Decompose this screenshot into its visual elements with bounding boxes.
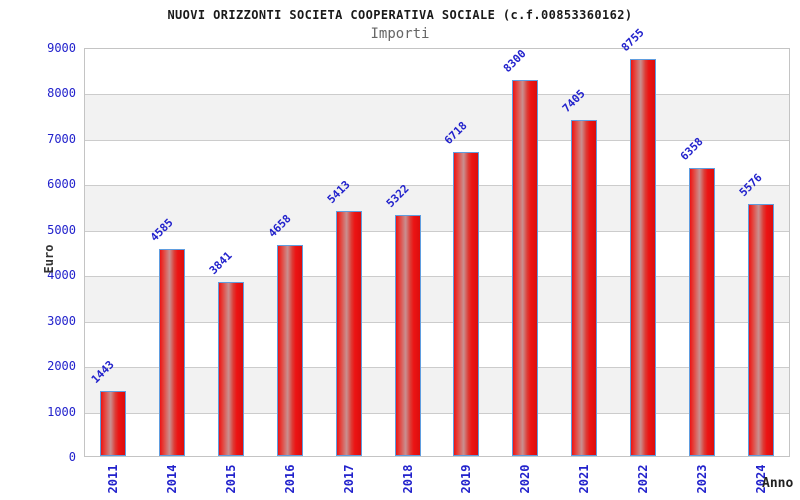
y-tick-label: 7000 xyxy=(47,131,76,146)
bar-2021 xyxy=(571,120,597,456)
bar-2016 xyxy=(277,245,303,456)
y-tick-label: 4000 xyxy=(47,268,76,283)
gridline xyxy=(85,185,789,186)
bar-2019 xyxy=(453,152,479,456)
gridline xyxy=(85,231,789,232)
plot-band xyxy=(85,231,789,276)
y-tick-label: 8000 xyxy=(47,86,76,101)
gridline xyxy=(85,276,789,277)
chart-title: NUOVI ORIZZONTI SOCIETA COOPERATIVA SOCI… xyxy=(167,8,633,22)
x-tick-label: 2020 xyxy=(518,464,532,494)
x-tick-label: 2017 xyxy=(342,464,356,494)
gridline xyxy=(85,94,789,95)
bar-2015 xyxy=(218,282,244,456)
gridline xyxy=(85,140,789,141)
plot-band xyxy=(85,276,789,322)
y-tick-label: 3000 xyxy=(47,313,76,328)
plot-band xyxy=(85,413,789,458)
bar-2011 xyxy=(100,391,126,456)
plot-band xyxy=(85,322,789,367)
plot-band xyxy=(85,185,789,231)
bar-2024 xyxy=(748,204,774,456)
y-tick-label: 2000 xyxy=(47,359,76,374)
x-tick-label: 2022 xyxy=(636,464,650,494)
x-tick-label: 2016 xyxy=(283,464,297,494)
x-tick-label: 2021 xyxy=(577,464,591,494)
bar-2023 xyxy=(689,168,715,456)
y-axis-label: Euro xyxy=(42,244,56,274)
x-tick-label: 2015 xyxy=(224,464,238,494)
x-tick-label: 2011 xyxy=(106,464,120,494)
chart-subtitle: Importi xyxy=(370,26,430,42)
gridline xyxy=(85,322,789,323)
gridline xyxy=(85,413,789,414)
y-tick-label: 9000 xyxy=(47,41,76,55)
bar-2017 xyxy=(336,211,362,456)
x-tick-label: 2014 xyxy=(165,464,179,494)
bar-2022 xyxy=(630,59,656,456)
plot-band xyxy=(85,367,789,413)
bar-2018 xyxy=(395,215,421,456)
x-tick-label: 2023 xyxy=(695,464,709,494)
plot-band xyxy=(85,49,789,94)
bar-2014 xyxy=(159,249,185,456)
x-tick-label: 2019 xyxy=(459,464,473,494)
gridline xyxy=(85,367,789,368)
y-tick-label: 1000 xyxy=(47,404,76,419)
x-axis-label: Anno xyxy=(762,476,794,491)
bar-2020 xyxy=(512,80,538,456)
x-tick-label: 2018 xyxy=(401,464,415,494)
plot-band xyxy=(85,94,789,140)
y-tick-label: 5000 xyxy=(47,222,76,237)
plot-area xyxy=(84,48,790,457)
y-tick-label: 0 xyxy=(68,450,76,464)
y-tick-label: 6000 xyxy=(47,177,76,192)
